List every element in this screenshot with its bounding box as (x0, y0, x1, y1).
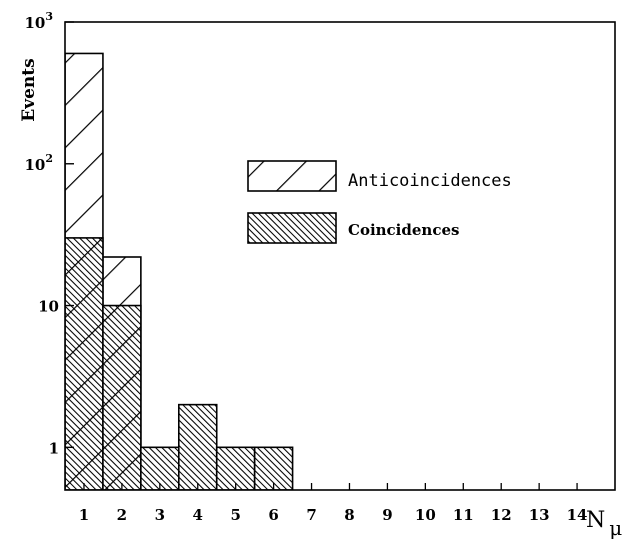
bar-coincidences-3 (140, 446, 180, 490)
x-axis-ticks: 1 2 3 4 5 6 7 8 9 10 11 12 13 14 (79, 483, 588, 524)
x-axis-label-main: N (586, 508, 605, 533)
x-tick-label: 6 (268, 506, 278, 524)
x-tick-label: 7 (306, 506, 316, 524)
bar-coincidences-6 (253, 446, 294, 490)
x-tick-label: 8 (344, 506, 354, 524)
x-tick-label: 12 (491, 506, 512, 524)
legend-label-coincidences: Coincidences (348, 221, 459, 239)
legend-swatch-coincidences (247, 212, 337, 244)
y-axis-label: Events (19, 58, 39, 121)
y-tick-label: 103 (24, 10, 53, 32)
x-tick-label: 11 (453, 506, 474, 524)
x-axis-label: N μ (586, 508, 622, 540)
y-tick-label: 10 (38, 298, 59, 316)
x-tick-label: 1 (79, 506, 89, 524)
x-tick-label: 13 (529, 506, 550, 524)
x-tick-label: 10 (415, 506, 436, 524)
y-tick-label: 1 (49, 439, 59, 457)
x-tick-label: 3 (155, 506, 165, 524)
plot-frame (64, 21, 616, 491)
bar-overlap-hatch-2 (102, 305, 141, 490)
legend: Anticoincidences Coincidences (247, 160, 512, 244)
x-tick-label: 4 (193, 506, 203, 524)
y-tick-label: 102 (24, 152, 53, 174)
coincidence-bars (65, 237, 294, 490)
x-tick-label: 2 (117, 506, 127, 524)
bar-overlap-hatch-1 (65, 237, 103, 490)
legend-label-anticoincidences: Anticoincidences (348, 171, 512, 191)
y-axis-ticks: 1 10 102 103 (24, 10, 74, 457)
bar-coincidences-4 (177, 403, 218, 490)
x-tick-label: 14 (567, 506, 588, 524)
legend-swatch-anticoincidences (247, 160, 337, 192)
x-axis-label-subscript: μ (609, 516, 622, 540)
x-tick-label: 9 (382, 506, 392, 524)
x-tick-label: 5 (230, 506, 240, 524)
